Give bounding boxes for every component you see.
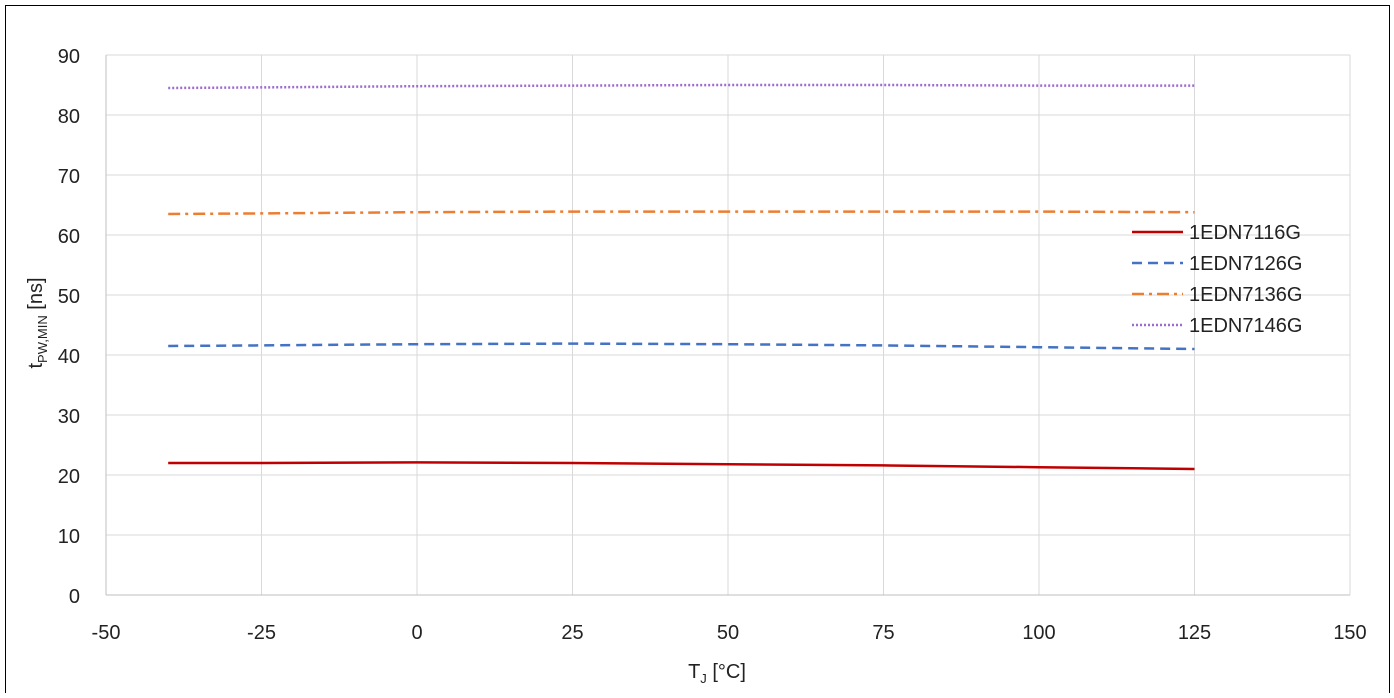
- y-tick-label: 10: [58, 526, 80, 548]
- series-line-1EDN7146G: [168, 83, 1195, 90]
- series-line-1EDN7136G: [168, 210, 1195, 216]
- legend-label: 1EDN7116G: [1189, 222, 1301, 244]
- x-tick-label: -50: [92, 622, 121, 644]
- x-tick-label: -25: [247, 622, 276, 644]
- y-axis-label: tPW,MIN [ns]: [25, 277, 50, 368]
- x-tick-label: 150: [1333, 622, 1366, 644]
- y-tick-label: 60: [58, 226, 80, 248]
- y-tick-label: 50: [58, 286, 80, 308]
- x-tick-label: 100: [1022, 622, 1055, 644]
- y-tick-label: 30: [58, 406, 80, 428]
- x-tick-label: 50: [717, 622, 739, 644]
- gridlines: [106, 54, 1351, 595]
- y-tick-label: 80: [58, 106, 80, 128]
- x-tick-label: 25: [561, 622, 583, 644]
- legend: 1EDN7116G 1EDN7126G 1EDN7136G 1EDN7146G: [1132, 222, 1302, 337]
- chart-frame: [5, 5, 1390, 693]
- y-tick-label: 70: [58, 166, 80, 188]
- legend-label: 1EDN7146G: [1189, 315, 1302, 337]
- series-lines: [168, 83, 1195, 471]
- y-tick-label: 40: [58, 346, 80, 368]
- y-tick-label: 0: [69, 586, 80, 608]
- legend-label: 1EDN7136G: [1189, 284, 1302, 306]
- tick-labels: 0 10 20 30 40 50 60 70 80 90 -50 -25 0 25 50 75 100 125 15…: [58, 46, 1367, 644]
- x-axis-label: TJ [°C]: [688, 661, 746, 686]
- x-tick-label: 125: [1178, 622, 1211, 644]
- x-tick-label: 0: [411, 622, 422, 644]
- y-tick-label: 90: [58, 46, 80, 68]
- series-line-1EDN7126G: [168, 342, 1195, 351]
- y-tick-label: 20: [58, 466, 80, 488]
- legend-label: 1EDN7126G: [1189, 253, 1302, 275]
- series-line-1EDN7116G: [168, 461, 1195, 471]
- x-tick-label: 75: [872, 622, 894, 644]
- axes: [105, 55, 1350, 596]
